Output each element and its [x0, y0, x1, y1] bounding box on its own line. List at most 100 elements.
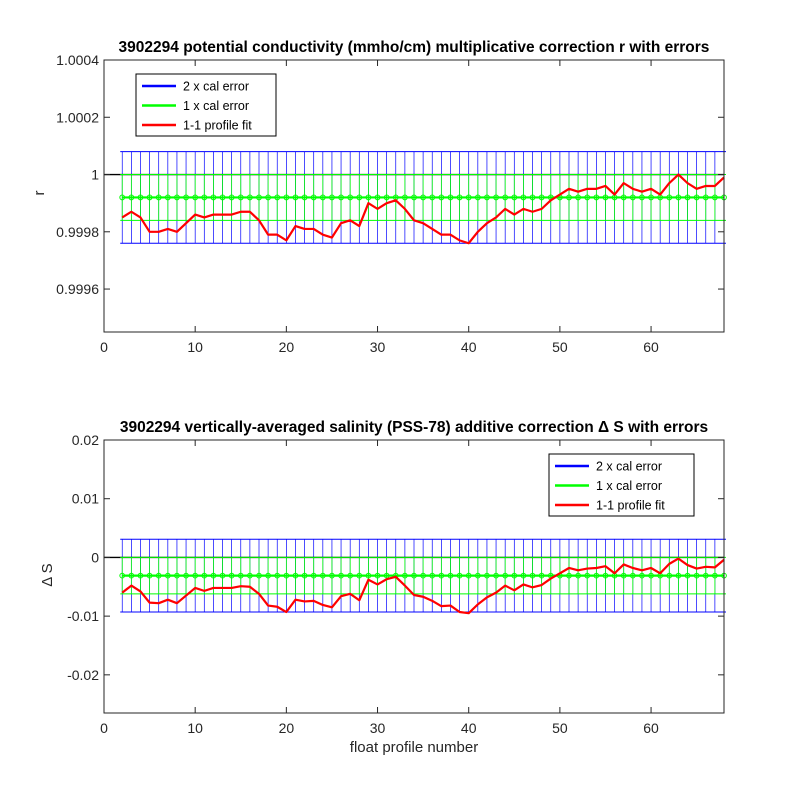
bottom-axes-box	[103, 439, 725, 714]
top-one-x-error-marker	[447, 194, 454, 201]
top-one-x-error-marker	[265, 194, 272, 201]
top-one-x-error-marker	[210, 194, 217, 201]
bottom-y-tick-label: 0	[91, 549, 99, 565]
chart-bottom: 3902294 vertically-averaged salinity (PS…	[39, 419, 727, 756]
bottom-y-tick-label: 0.01	[72, 491, 99, 507]
top-one-x-error-marker	[119, 194, 126, 201]
top-y-tick-label: 1	[91, 167, 99, 183]
bottom-one-x-error-marker	[155, 572, 162, 579]
top-one-x-error-marker	[155, 194, 162, 201]
top-x-tick-label: 10	[187, 339, 203, 355]
bottom-x-tick-label: 0	[100, 720, 108, 736]
bottom-one-x-error-marker	[338, 572, 344, 579]
bottom-one-x-error-marker	[329, 572, 335, 579]
top-one-x-error-marker	[228, 194, 235, 201]
top-one-x-error-marker	[365, 194, 372, 201]
bottom-one-x-error-marker	[237, 572, 244, 579]
top-one-x-error-marker	[310, 194, 317, 201]
bottom-one-x-error-marker	[602, 572, 609, 579]
bottom-y-tick-label: -0.02	[67, 667, 99, 683]
bottom-one-x-error-marker	[183, 572, 189, 579]
top-one-x-error-marker	[338, 194, 344, 201]
top-x-tick-label: 0	[100, 339, 108, 355]
bottom-one-x-error-marker	[502, 572, 509, 579]
top-one-x-error-marker	[620, 194, 627, 201]
bottom-one-x-error-marker	[629, 572, 636, 579]
top-one-x-error-marker	[146, 194, 153, 201]
bottom-one-x-error-marker	[711, 572, 718, 579]
chart-top-y-axis-label: r	[31, 191, 48, 196]
bottom-y-tick-label: -0.01	[67, 608, 99, 624]
bottom-one-x-error-marker	[456, 572, 463, 579]
bottom-y-tick-label: 0.02	[72, 432, 99, 448]
bottom-one-x-error-marker	[401, 572, 408, 579]
chart-bottom-x-axis-label: float profile number	[350, 739, 478, 756]
top-one-x-error-marker	[575, 194, 582, 201]
top-axes-box	[103, 59, 725, 333]
top-one-x-error-marker	[520, 194, 527, 201]
chart-top-legend: 2 x cal error 1 x cal error 1-1 profile fi…	[135, 73, 277, 137]
top-one-x-error-marker	[456, 194, 463, 201]
bottom-one-x-error-marker	[319, 572, 326, 579]
bottom-one-x-error-marker	[174, 572, 180, 579]
top-one-x-error-marker	[128, 194, 135, 201]
bottom-one-x-error-marker	[137, 572, 144, 579]
bottom-x-tick-label: 10	[187, 720, 203, 736]
bottom-one-x-error-marker	[511, 572, 518, 579]
top-one-x-error-marker	[301, 194, 308, 201]
top-one-x-error-marker	[666, 194, 673, 201]
bottom-one-x-error-marker	[265, 572, 272, 579]
top-y-tick-label: 1.0002	[56, 109, 99, 125]
top-one-x-error-marker	[502, 194, 509, 201]
bottom-one-x-error-marker	[566, 572, 572, 579]
bottom-one-x-error-marker	[438, 572, 445, 579]
bottom-one-x-error-marker	[693, 572, 700, 579]
bottom-one-x-error-marker	[648, 572, 654, 579]
top-one-x-error-marker	[274, 194, 281, 201]
top-one-x-error-marker	[401, 194, 408, 201]
top-legend-label: 1 x cal error	[183, 99, 249, 113]
top-one-x-error-marker	[484, 194, 490, 201]
top-one-x-error-marker	[493, 194, 499, 201]
top-one-x-error-marker	[593, 194, 600, 201]
bottom-one-x-error-marker	[447, 572, 454, 579]
chart-bottom-plot-area: 0 10 20 30 40 50 60 -0.02 -0.01 0 0.01 0.02	[67, 432, 727, 736]
bottom-one-x-error-marker	[228, 572, 235, 579]
top-one-x-error-marker	[411, 194, 417, 201]
bottom-legend-label: 1 x cal error	[596, 479, 662, 493]
bottom-one-x-error-marker	[493, 572, 499, 579]
bottom-one-x-error-marker	[356, 572, 363, 579]
top-one-x-error-marker	[356, 194, 363, 201]
top-one-x-error-marker	[383, 194, 390, 201]
bottom-x-tick-label: 30	[370, 720, 386, 736]
top-one-x-error-marker	[164, 194, 171, 201]
bottom-one-x-error-marker	[684, 572, 691, 579]
top-one-x-error-marker	[529, 194, 536, 201]
top-one-x-error-marker	[420, 194, 427, 201]
bottom-one-x-error-marker	[429, 572, 436, 579]
bottom-x-tick-label: 60	[643, 720, 659, 736]
bottom-profile-fit-line	[121, 557, 725, 615]
top-one-x-error-marker	[702, 194, 709, 201]
top-one-x-error-marker	[174, 194, 180, 201]
top-one-x-error-marker	[329, 194, 335, 201]
bottom-one-x-error-marker	[292, 572, 299, 579]
top-one-x-error-marker	[602, 194, 609, 201]
top-one-x-error-marker	[183, 194, 189, 201]
bottom-one-x-error-marker	[283, 572, 290, 579]
top-one-x-error-marker	[256, 194, 262, 201]
top-one-x-error-marker	[374, 194, 381, 201]
bottom-one-x-error-marker	[420, 572, 427, 579]
top-one-x-error-marker	[438, 194, 445, 201]
top-x-tick-label: 60	[643, 339, 659, 355]
bottom-one-x-error-marker	[119, 572, 126, 579]
bottom-one-x-error-marker	[666, 572, 673, 579]
top-x-tick-label: 50	[552, 339, 568, 355]
bottom-one-x-error-marker	[274, 572, 281, 579]
bottom-legend-label: 2 x cal error	[596, 460, 662, 474]
top-one-x-error-marker	[629, 194, 636, 201]
top-one-x-error-marker	[137, 194, 144, 201]
top-y-tick-label: 1.0004	[56, 52, 99, 68]
top-one-x-error-marker	[538, 194, 545, 201]
